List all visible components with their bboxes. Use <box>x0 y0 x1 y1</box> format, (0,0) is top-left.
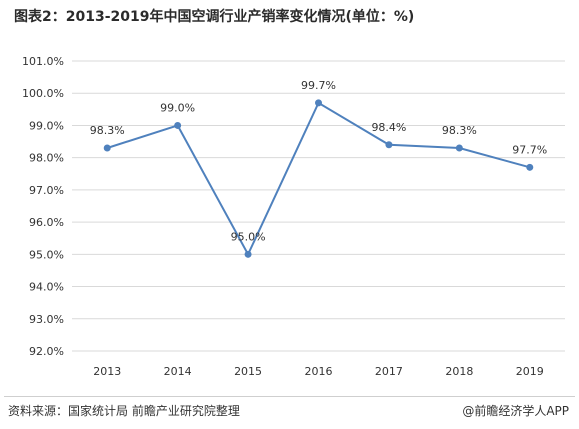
data-point <box>455 144 463 152</box>
y-tick-label: 101.0% <box>22 55 64 68</box>
data-point <box>244 250 252 258</box>
data-label: 97.7% <box>512 143 547 156</box>
y-tick-label: 94.0% <box>29 281 64 294</box>
y-tick-label: 93.0% <box>29 313 64 326</box>
grid-lines <box>72 60 565 352</box>
y-tick-label: 92.0% <box>29 345 64 358</box>
source-note: 资料来源：国家统计局 前瞻产业研究院整理 <box>8 404 240 418</box>
data-point <box>174 121 182 129</box>
x-tick-label: 2018 <box>445 365 473 378</box>
x-tick-label: 2015 <box>234 365 262 378</box>
y-tick-label: 95.0% <box>29 248 64 261</box>
x-tick-label: 2016 <box>305 365 333 378</box>
y-tick-label: 100.0% <box>22 87 64 100</box>
x-tick-label: 2014 <box>164 365 192 378</box>
x-tick-label: 2017 <box>375 365 403 378</box>
data-label: 98.4% <box>371 121 406 134</box>
y-tick-label: 97.0% <box>29 184 64 197</box>
x-tick-label: 2019 <box>516 365 544 378</box>
y-tick-label: 99.0% <box>29 119 64 132</box>
data-point <box>315 99 322 107</box>
data-point <box>385 141 393 149</box>
y-tick-label: 98.0% <box>29 152 64 165</box>
x-tick-label: 2013 <box>93 365 121 378</box>
x-axis-ticks: 2013 2014 2015 2016 2017 2018 2019 <box>93 365 544 378</box>
data-labels: 98.3% 99.0% 95.0% 99.7% 98.4% 98.3% 97.7% <box>90 79 548 243</box>
data-points <box>103 99 534 258</box>
data-label: 98.3% <box>90 124 125 137</box>
data-label: 98.3% <box>442 124 477 137</box>
footer-divider <box>4 396 575 397</box>
data-label: 99.0% <box>160 101 195 114</box>
chart-title: 图表2：2013-2019年中国空调行业产销率变化情况(单位：%) <box>14 9 415 25</box>
data-point <box>103 144 111 152</box>
y-tick-label: 96.0% <box>29 216 64 229</box>
credit-note: @前瞻经济学人APP <box>462 404 569 418</box>
data-label: 99.7% <box>301 79 336 92</box>
data-label: 95.0% <box>231 230 266 243</box>
data-point <box>526 163 534 171</box>
y-axis-ticks: 92.0% 93.0% 94.0% 95.0% 96.0% 97.0% 98.0% 99.0%… <box>22 55 64 358</box>
